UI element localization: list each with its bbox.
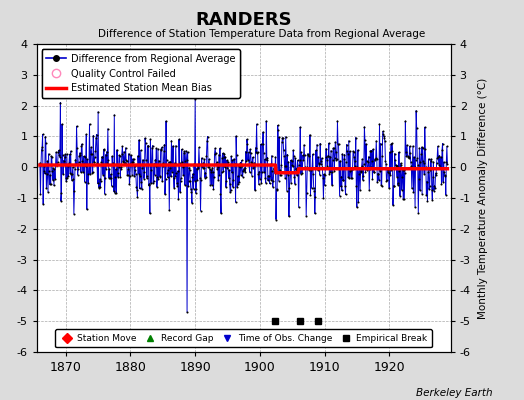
Title: RANDERS: RANDERS: [195, 10, 292, 28]
Text: Berkeley Earth: Berkeley Earth: [416, 388, 493, 398]
Legend: Difference from Regional Average, Quality Control Failed, Estimated Station Mean: Difference from Regional Average, Qualit…: [41, 49, 240, 98]
Y-axis label: Monthly Temperature Anomaly Difference (°C): Monthly Temperature Anomaly Difference (…: [478, 77, 488, 319]
Text: Difference of Station Temperature Data from Regional Average: Difference of Station Temperature Data f…: [99, 29, 425, 39]
